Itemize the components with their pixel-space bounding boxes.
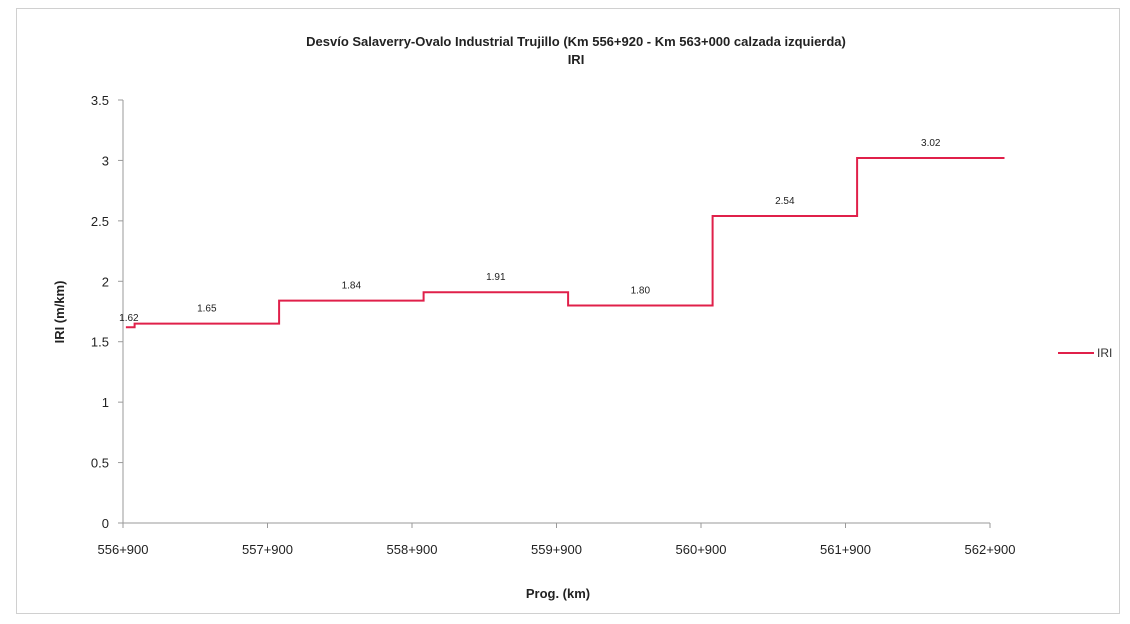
- y-tick-label: 3.5: [91, 93, 109, 108]
- data-label: 1.62: [119, 313, 139, 324]
- data-label: 2.54: [775, 196, 795, 207]
- legend-label-iri: IRI: [1097, 346, 1112, 360]
- y-tick-label: 0.5: [91, 456, 109, 471]
- data-label: 1.80: [631, 285, 651, 296]
- x-tick-label: 562+900: [965, 542, 1016, 557]
- chart-subtitle: IRI: [568, 52, 585, 67]
- y-ticks: 0 0.5 1 1.5 2 2.5 3 3.5: [91, 93, 123, 531]
- y-tick-label: 1.5: [91, 335, 109, 350]
- data-labels: 1.62 1.65 1.84 1.91 1.80 2.54 3.02: [119, 138, 941, 324]
- y-tick-label: 2: [102, 274, 109, 289]
- x-ticks: 556+900 557+900 558+900 559+900 560+900 561+9…: [98, 523, 1016, 557]
- data-label: 3.02: [921, 138, 941, 149]
- chart-frame: [16, 8, 1120, 614]
- x-tick-label: 556+900: [98, 542, 149, 557]
- y-tick-label: 2.5: [91, 214, 109, 229]
- data-label: 1.65: [197, 304, 217, 315]
- y-tick-label: 3: [102, 153, 109, 168]
- x-tick-label: 557+900: [242, 542, 293, 557]
- data-label: 1.84: [342, 281, 362, 292]
- x-tick-label: 560+900: [676, 542, 727, 557]
- legend: IRI: [1058, 346, 1112, 360]
- y-axis-label: IRI (m/km): [52, 281, 67, 344]
- x-axis-label: Prog. (km): [526, 586, 590, 601]
- data-label: 1.91: [486, 272, 506, 283]
- series-iri-line: [125, 157, 1005, 329]
- y-tick-label: 1: [102, 395, 109, 410]
- y-tick-label: 0: [102, 516, 109, 531]
- x-tick-label: 561+900: [820, 542, 871, 557]
- x-tick-label: 559+900: [531, 542, 582, 557]
- x-tick-label: 558+900: [387, 542, 438, 557]
- chart-title: Desvío Salaverry-Ovalo Industrial Trujil…: [306, 34, 846, 49]
